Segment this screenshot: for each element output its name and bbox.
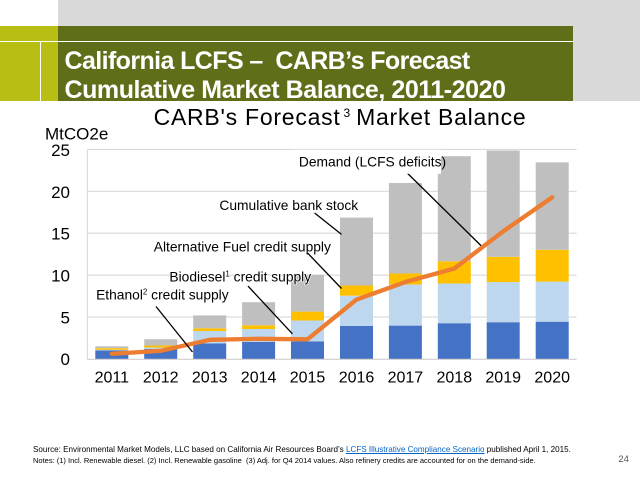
- svg-text:15: 15: [51, 225, 70, 244]
- svg-text:2017: 2017: [388, 370, 424, 387]
- svg-text:2019: 2019: [485, 370, 521, 387]
- svg-text:2016: 2016: [339, 370, 375, 387]
- svg-text:MtCO2e: MtCO2e: [45, 125, 108, 144]
- svg-text:Biodiesel1 credit supply: Biodiesel1 credit supply: [169, 270, 311, 285]
- svg-text:2015: 2015: [290, 370, 326, 387]
- svg-text:2020: 2020: [534, 370, 570, 387]
- svg-text:2014: 2014: [241, 370, 277, 387]
- svg-text:2018: 2018: [437, 370, 473, 387]
- svg-text:2013: 2013: [192, 370, 228, 387]
- svg-text:2011: 2011: [95, 370, 130, 387]
- svg-text:Cumulative bank stock: Cumulative bank stock: [219, 198, 358, 213]
- svg-text:5: 5: [61, 309, 70, 328]
- svg-text:0: 0: [61, 350, 70, 369]
- svg-text:10: 10: [51, 267, 70, 286]
- svg-text:Demand (LCFS deficits): Demand (LCFS deficits): [299, 154, 446, 169]
- svg-text:25: 25: [51, 141, 70, 160]
- svg-text:Alternative Fuel credit supply: Alternative Fuel credit supply: [154, 239, 331, 254]
- svg-text:20: 20: [51, 183, 70, 202]
- svg-text:2012: 2012: [143, 370, 179, 387]
- svg-text:Ethanol2 credit supply: Ethanol2 credit supply: [96, 288, 229, 303]
